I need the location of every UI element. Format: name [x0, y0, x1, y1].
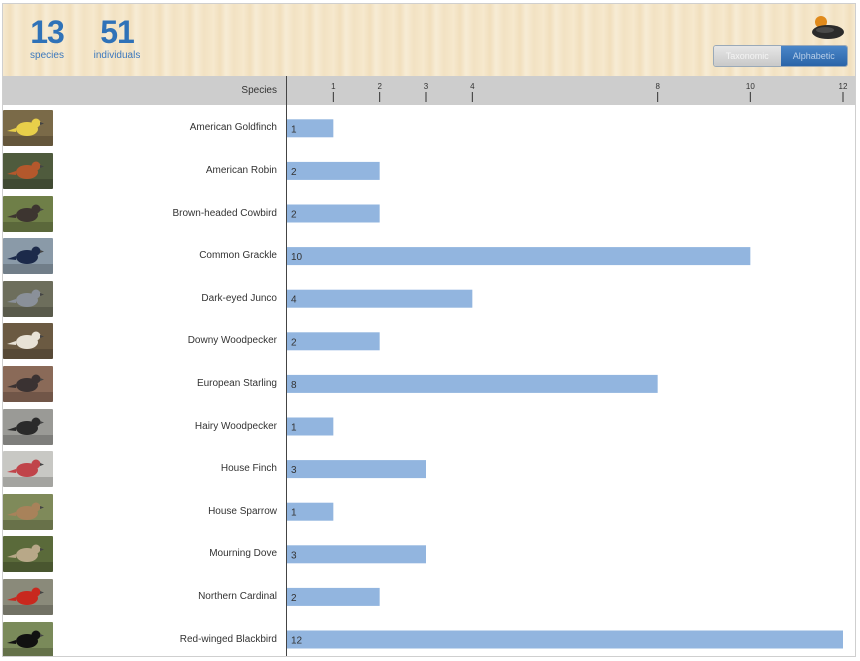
bar-value-label: 1 — [291, 124, 297, 135]
axis-tick-label: 10 — [746, 82, 755, 91]
species-name: American Goldfinch — [189, 122, 277, 134]
bar-value-label: 1 — [291, 423, 297, 434]
european-starling-photo — [3, 365, 53, 402]
species-row[interactable]: Northern Cardinal — [3, 578, 286, 615]
axis-tick-label: 3 — [424, 82, 429, 91]
sort-taxonomic-button[interactable]: Taxonomic — [714, 46, 781, 66]
species-row[interactable]: Mourning Dove — [3, 536, 286, 573]
species-row[interactable]: Red-winged Blackbird — [3, 621, 286, 656]
bar-value-label: 3 — [291, 550, 297, 561]
bar-value-label: 8 — [291, 380, 297, 391]
hairy-woodpecker-photo — [3, 408, 53, 445]
individuals-count: 51 — [100, 14, 135, 50]
sort-toggle[interactable]: Taxonomic Alphabetic — [713, 45, 848, 67]
species-name: Downy Woodpecker — [187, 335, 277, 347]
logo-icon — [812, 16, 844, 39]
bar-value-label: 4 — [291, 295, 297, 306]
species-name: Brown-headed Cowbird — [172, 207, 277, 219]
bar-value-label: 2 — [291, 593, 297, 604]
house-sparrow-photo — [3, 493, 53, 530]
bar-value-label: 1 — [291, 508, 297, 519]
axis-divider — [286, 76, 287, 656]
species-name: American Robin — [205, 164, 277, 176]
axis-tick-label: 8 — [655, 82, 660, 91]
downy-woodpecker-photo — [3, 323, 53, 360]
species-name: Mourning Dove — [209, 548, 277, 560]
species-name: Dark-eyed Junco — [201, 292, 277, 304]
axis-band — [3, 76, 855, 105]
header: 13 species 51 individuals Taxonomic Alph… — [3, 4, 855, 76]
species-row[interactable]: Common Grackle — [3, 238, 286, 275]
species-row[interactable]: House Sparrow — [3, 493, 286, 530]
individuals-label: individuals — [93, 50, 141, 61]
bar — [287, 545, 426, 564]
species-label: species — [30, 50, 64, 61]
species-row[interactable]: Hairy Woodpecker — [3, 408, 286, 445]
bird-count-panel: 13 species 51 individuals Taxonomic Alph… — [2, 3, 856, 657]
species-row[interactable]: American Robin — [3, 152, 286, 189]
axis-tick-label: 4 — [470, 82, 475, 91]
species-name: House Sparrow — [208, 505, 277, 517]
bar — [287, 630, 843, 649]
bar — [287, 161, 380, 180]
individuals-count-stat: 51 individuals — [89, 14, 145, 62]
northern-cardinal-photo — [3, 578, 53, 615]
bar — [287, 289, 473, 308]
bar-value-label: 2 — [291, 210, 297, 221]
red-winged-blackbird-photo — [3, 621, 53, 656]
axis-tick-label: 12 — [839, 82, 848, 91]
bar-value-label: 3 — [291, 465, 297, 476]
bar — [287, 502, 334, 521]
axis-tick-label: 2 — [377, 82, 382, 91]
axis-tick-label: 1 — [331, 82, 336, 91]
species-row[interactable]: House Finch — [3, 451, 286, 488]
bar — [287, 204, 380, 223]
species-row[interactable]: Dark-eyed Junco — [3, 280, 286, 317]
species-name: European Starling — [196, 377, 277, 389]
american-robin-photo — [3, 152, 53, 189]
species-name: House Finch — [220, 463, 277, 475]
species-name: Hairy Woodpecker — [194, 420, 277, 432]
bar-value-label: 2 — [291, 167, 297, 178]
species-name: Red-winged Blackbird — [179, 633, 277, 645]
bar — [287, 587, 380, 606]
bar-value-label: 2 — [291, 337, 297, 348]
sort-alphabetic-button[interactable]: Alphabetic — [780, 46, 847, 66]
brown-headed-cowbird-photo — [3, 195, 53, 232]
species-column-header: Species — [241, 85, 277, 96]
species-count: 13 — [30, 14, 65, 50]
species-row[interactable]: European Starling — [3, 365, 286, 402]
bar — [287, 247, 751, 266]
species-row[interactable]: Brown-headed Cowbird — [3, 195, 286, 232]
house-finch-photo — [3, 451, 53, 488]
bar — [287, 119, 334, 138]
bar — [287, 460, 426, 479]
species-row[interactable]: American Goldfinch — [3, 110, 286, 147]
bar — [287, 417, 334, 436]
species-count-stat: 13 species — [29, 14, 65, 62]
bar-value-label: 10 — [291, 252, 303, 263]
species-name: Northern Cardinal — [198, 590, 277, 602]
bar — [287, 374, 658, 393]
common-grackle-photo — [3, 238, 53, 275]
species-name: Common Grackle — [199, 250, 277, 262]
species-row[interactable]: Downy Woodpecker — [3, 323, 286, 360]
bar — [287, 332, 380, 351]
mourning-dove-photo — [3, 536, 53, 573]
bar-value-label: 12 — [291, 636, 303, 647]
american-goldfinch-photo — [3, 110, 53, 147]
dark-eyed-junco-photo — [3, 280, 53, 317]
